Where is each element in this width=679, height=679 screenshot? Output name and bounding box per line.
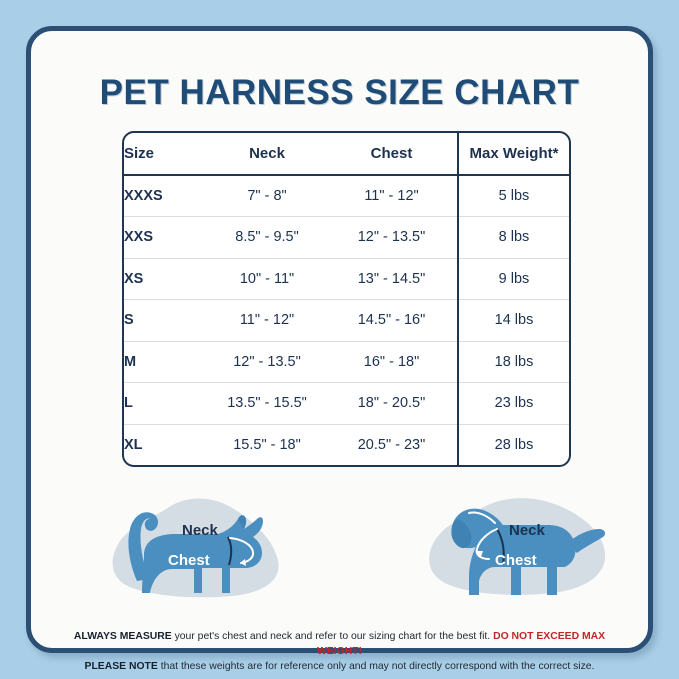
cell-chest: 16" - 18" <box>363 353 420 370</box>
table-row: XL 15.5" - 18" 20.5" - 23" 28 lbs <box>124 424 569 465</box>
cell-neck: 15.5" - 18" <box>233 436 301 453</box>
dog-chest-line <box>475 528 498 560</box>
size-table: Size Neck Chest Max Weight* XXXS 7" - 8"… <box>124 133 569 465</box>
cat-chest-arrowhead <box>240 559 246 566</box>
cell-neck: 7" - 8" <box>247 187 287 204</box>
footnote-always-measure: ALWAYS MEASURE <box>73 631 172 642</box>
table-row: XXXS 7" - 8" 11" - 12" 5 lbs <box>124 174 569 217</box>
dog-illustration: Neck Chest <box>417 489 632 611</box>
cell-neck: 10" - 11" <box>239 270 295 287</box>
cell-size: S <box>124 312 134 329</box>
footnote-line-2-text: that these weights are for reference onl… <box>157 661 595 672</box>
column-header-chest: Chest <box>370 144 413 162</box>
size-table-container: Size Neck Chest Max Weight* XXXS 7" - 8"… <box>122 131 571 467</box>
dog-chest-arrowhead <box>476 551 483 557</box>
cat-illustration: Neck Chest <box>106 489 321 611</box>
cell-size: XS <box>124 270 144 287</box>
cat-neck-line <box>227 536 233 566</box>
footnote-max-weight-warning: DO NOT EXCEED MAX WEIGHT! <box>316 631 606 657</box>
footnote-line-1-text: your pet's chest and neck and refer to o… <box>171 631 494 642</box>
cell-size: XXXS <box>124 187 163 204</box>
cat-ear-shape <box>238 515 247 529</box>
cat-tail-shape <box>128 512 159 581</box>
cell-weight: 9 lbs <box>457 258 569 300</box>
cell-weight: 14 lbs <box>457 299 569 341</box>
dog-neck-label: Neck <box>509 522 546 539</box>
table-row: M 12" - 13.5" 16" - 18" 18 lbs <box>124 341 569 383</box>
table-row: XS 10" - 11" 13" - 14.5" 9 lbs <box>124 258 569 300</box>
page-title: PET HARNESS SIZE CHART <box>99 73 580 112</box>
cell-chest: 20.5" - 23" <box>357 436 426 453</box>
table-header-row: Size Neck Chest Max Weight* <box>124 133 569 175</box>
cell-chest: 11" - 12" <box>364 187 419 204</box>
dog-neck-line <box>496 528 505 566</box>
footnote-line-1: ALWAYS MEASURE your pet's chest and neck… <box>51 629 628 659</box>
cell-neck: 13.5" - 15.5" <box>227 395 307 412</box>
dog-head-contour <box>468 511 496 524</box>
cell-chest: 14.5" - 16" <box>357 312 426 329</box>
cell-weight: 28 lbs <box>457 424 569 465</box>
cat-body-shape <box>142 515 263 593</box>
cell-size: M <box>124 353 137 370</box>
cat-chest-line <box>229 537 255 564</box>
cat-neck-label: Neck <box>182 522 219 539</box>
footnote: ALWAYS MEASURE your pet's chest and neck… <box>51 629 628 674</box>
dog-ear-shape <box>451 519 472 549</box>
cell-chest: 12" - 13.5" <box>357 229 426 246</box>
chart-card: PET HARNESS SIZE CHART Size Neck Chest M… <box>26 26 653 672</box>
dog-chest-label: Chest <box>495 552 537 569</box>
cell-neck: 12" - 13.5" <box>233 353 301 370</box>
column-header-weight: Max Weight* <box>457 133 569 175</box>
cell-neck: 11" - 12" <box>239 312 295 329</box>
footnote-line-2: PLEASE NOTE that these weights are for r… <box>51 659 628 674</box>
column-header-neck: Neck <box>249 144 285 162</box>
table-header: Size Neck Chest Max Weight* <box>124 133 569 175</box>
table-body: XXXS 7" - 8" 11" - 12" 5 lbs XXS 8.5" - … <box>124 174 569 465</box>
cell-weight: 8 lbs <box>457 216 569 258</box>
cell-size: L <box>124 395 133 412</box>
column-header-size: Size <box>124 144 155 162</box>
table-row: L 13.5" - 15.5" 18" - 20.5" 23 lbs <box>124 382 569 424</box>
dog-tail-shape <box>567 529 606 553</box>
cat-chest-label: Chest <box>168 552 210 569</box>
cell-weight: 18 lbs <box>457 341 569 383</box>
footnote-please-note: PLEASE NOTE <box>84 661 158 672</box>
cell-chest: 13" - 14.5" <box>357 270 426 287</box>
cell-size: XL <box>124 436 143 453</box>
cell-neck: 8.5" - 9.5" <box>235 229 299 246</box>
cell-chest: 18" - 20.5" <box>357 395 426 412</box>
cell-weight: 5 lbs <box>457 174 569 217</box>
table-row: XXS 8.5" - 9.5" 12" - 13.5" 8 lbs <box>124 216 569 258</box>
cell-weight: 23 lbs <box>457 382 569 424</box>
cell-size: XXS <box>124 229 154 246</box>
table-row: S 11" - 12" 14.5" - 16" 14 lbs <box>124 299 569 341</box>
